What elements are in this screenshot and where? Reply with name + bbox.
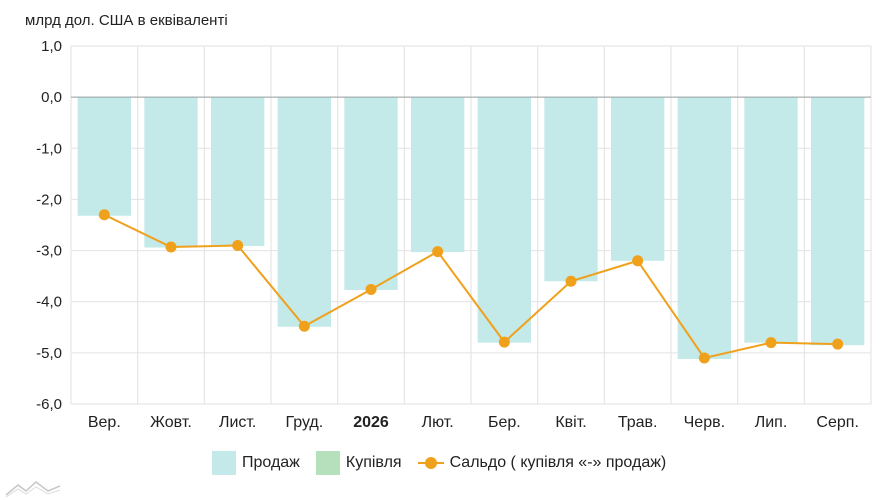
bar-sales: [344, 97, 398, 290]
bar-sales: [144, 97, 198, 248]
legend-item-balance[interactable]: Сальдо ( купівля «-» продаж): [417, 451, 667, 475]
bars: [77, 97, 865, 359]
balance-point: [298, 320, 310, 332]
bar-sales: [544, 97, 598, 282]
balance-point: [232, 239, 244, 251]
legend: Продаж Купівля Сальдо ( купівля «-» прод…: [212, 451, 682, 475]
bar-sales: [811, 97, 865, 346]
y-tick-label: -4,0: [36, 294, 62, 311]
y-tick-label: 0,0: [41, 89, 62, 106]
unit-label: млрд дол. США в еквіваленті: [25, 12, 228, 29]
y-tick-label: -1,0: [36, 140, 62, 157]
x-tick-label: Лист.: [219, 414, 256, 431]
balance-point: [498, 336, 510, 348]
x-tick-label: Серп.: [816, 414, 858, 431]
bar-sales: [277, 97, 331, 327]
bar-sales: [477, 97, 531, 343]
y-tick-label: -2,0: [36, 191, 62, 208]
balance-polyline: [103, 213, 838, 360]
y-tick-label: -6,0: [36, 396, 62, 413]
x-tick-label: Вер.: [88, 414, 121, 431]
bar-sales: [744, 97, 798, 343]
balance-point: [165, 241, 177, 253]
bar-sales: [677, 97, 731, 359]
grid-lines: [70, 45, 872, 405]
y-tick-label: -3,0: [36, 243, 62, 260]
balance-line: [98, 209, 844, 364]
chart: 1,0 0,0 -1,0 -2,0 -3,0 -4,0 -5,0 -6,0 Вер. Жовт.…: [36, 38, 872, 431]
legend-label-sales: Продаж: [242, 454, 300, 471]
balance-point: [765, 337, 777, 349]
legend-item-sales[interactable]: Продаж: [212, 451, 300, 475]
balance-point: [98, 209, 110, 221]
balance-point: [565, 275, 577, 287]
balance-point: [432, 246, 444, 258]
y-tick-label: -5,0: [36, 345, 62, 362]
bar-sales: [411, 97, 465, 253]
legend-label-purchase: Купівля: [345, 454, 402, 471]
y-tick-label: 1,0: [41, 38, 62, 55]
balance-point: [698, 352, 710, 364]
balance-point: [632, 255, 644, 267]
y-axis: 1,0 0,0 -1,0 -2,0 -3,0 -4,0 -5,0 -6,0: [36, 38, 62, 413]
x-tick-label: Бер.: [488, 414, 521, 431]
x-tick-label: Жовт.: [150, 414, 192, 431]
x-tick-label: Лют.: [422, 414, 454, 431]
balance-point: [365, 283, 377, 295]
legend-item-purchase[interactable]: Купівля: [315, 451, 402, 475]
x-tick-label: Квіт.: [555, 414, 586, 431]
legend-swatch-balance: [417, 451, 444, 475]
x-tick-label: Груд.: [285, 414, 323, 431]
bar-sales: [77, 97, 131, 216]
x-tick-label: Трав.: [618, 414, 658, 431]
legend-swatch-purchase: [315, 451, 340, 475]
legend-swatch-sales: [212, 451, 236, 475]
x-tick-label: Лип.: [755, 414, 788, 431]
watermark-logo-icon: [5, 481, 61, 498]
x-axis: Вер. Жовт. Лист. Груд. 2026 Лют. Бер. Квіт. Трав…: [88, 414, 859, 431]
bar-sales: [211, 97, 265, 246]
x-tick-label: 2026: [353, 414, 389, 431]
x-tick-label: Черв.: [684, 414, 725, 431]
balance-point: [832, 338, 844, 350]
bar-sales: [611, 97, 665, 261]
legend-label-balance: Сальдо ( купівля «-» продаж): [449, 454, 667, 471]
